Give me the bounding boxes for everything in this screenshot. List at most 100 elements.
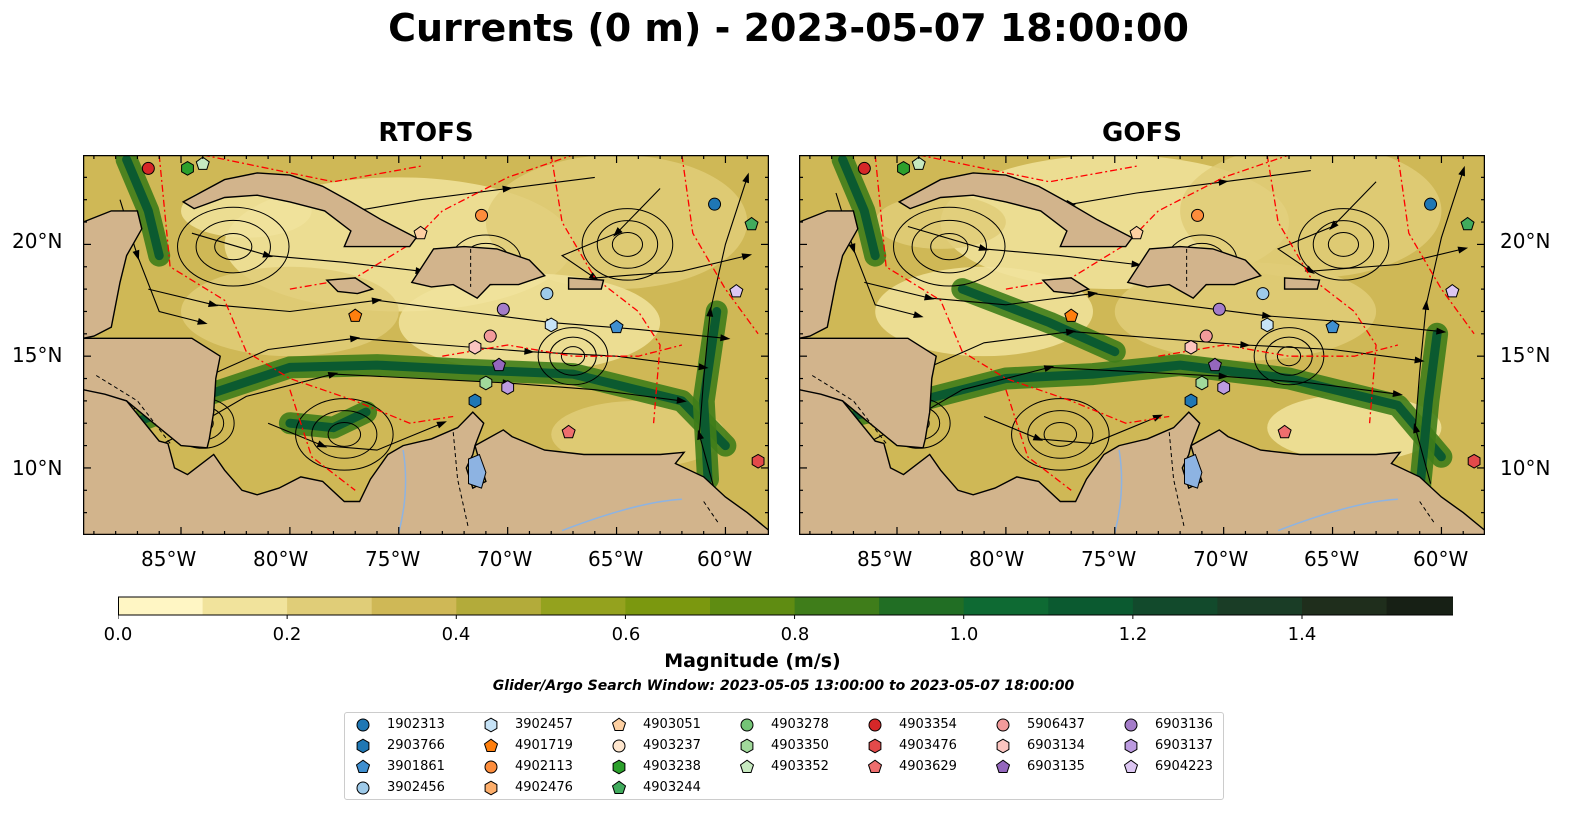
land-cuba bbox=[181, 172, 418, 248]
lon-tick-label: 65°W bbox=[588, 547, 644, 571]
eez-boundary bbox=[874, 155, 1170, 424]
float-marker-4903629 bbox=[1277, 424, 1292, 439]
streamline bbox=[864, 281, 1442, 333]
streamline bbox=[1276, 181, 1464, 272]
eddy-streamline bbox=[177, 206, 290, 287]
float-marker-5906437 bbox=[483, 329, 497, 343]
colorbar-outline bbox=[118, 596, 1453, 616]
colorbar-segment bbox=[456, 597, 542, 615]
map-panel-gofs bbox=[799, 155, 1485, 535]
lon-tick-label: 80°W bbox=[253, 547, 309, 571]
legend-marker-hexagon-icon bbox=[612, 759, 626, 775]
float-marker-3902456 bbox=[540, 287, 554, 301]
colorbar-tick-label: 0.0 bbox=[103, 624, 133, 645]
streamline-arrow bbox=[1087, 290, 1098, 298]
eddy-streamline bbox=[560, 346, 586, 367]
lon-tick-label: 60°W bbox=[697, 547, 753, 571]
legend-label: 6903137 bbox=[1155, 738, 1213, 753]
colorbar-segment bbox=[1302, 597, 1388, 615]
low-speed-area bbox=[1180, 155, 1442, 278]
legend-marker-circle-icon bbox=[996, 718, 1010, 732]
lake-maracaibo bbox=[468, 453, 487, 489]
legend-label: 4901719 bbox=[515, 738, 573, 753]
streamline-arrow bbox=[1414, 356, 1425, 364]
land-central-america bbox=[799, 337, 937, 449]
eddy-streamline bbox=[1027, 410, 1094, 459]
float-marker-4903238 bbox=[181, 161, 194, 176]
streamline-arrow bbox=[697, 429, 704, 441]
eez-boundary bbox=[681, 155, 759, 335]
float-marker-4903051 bbox=[413, 225, 428, 240]
streamline-arrow bbox=[720, 334, 731, 342]
legend-label: 3902457 bbox=[515, 717, 573, 732]
float-marker-6903137 bbox=[1217, 380, 1231, 395]
river bbox=[398, 449, 407, 533]
lon-tick-label: 85°W bbox=[857, 547, 913, 571]
eez-boundary bbox=[1266, 155, 1377, 424]
colorbar-segment bbox=[1386, 597, 1453, 615]
eez-boundary bbox=[158, 155, 454, 424]
legend-marker-hexagon-icon bbox=[1124, 738, 1138, 754]
eddy-streamline bbox=[930, 233, 969, 261]
colorbar-segment bbox=[371, 597, 457, 615]
country-border bbox=[93, 373, 171, 444]
float-marker-4903354 bbox=[141, 161, 155, 175]
streamline bbox=[983, 415, 1159, 444]
float-marker-4901719 bbox=[348, 308, 363, 322]
streamline-arrow bbox=[502, 185, 513, 193]
lon-tick-label: 85°W bbox=[141, 547, 197, 571]
eez-boundary bbox=[1005, 389, 1072, 491]
colorbar-segment bbox=[202, 597, 288, 615]
land-central-america bbox=[83, 337, 221, 449]
streamline-arrow bbox=[316, 440, 328, 448]
legend-label: 4903278 bbox=[771, 717, 829, 732]
streamline-arrow bbox=[742, 172, 749, 184]
country-border bbox=[809, 373, 887, 444]
float-marker-2903766 bbox=[1184, 393, 1198, 409]
legend-marker-pentagon-icon bbox=[611, 780, 627, 794]
land-south-america bbox=[83, 388, 769, 535]
fast-current-core bbox=[100, 360, 730, 451]
colorbar-segment bbox=[118, 597, 204, 615]
legend-label: 4903237 bbox=[643, 738, 701, 753]
legend-marker-circle-icon bbox=[484, 760, 498, 774]
streamline bbox=[560, 188, 748, 279]
land-jamaica bbox=[325, 277, 375, 295]
float-marker-4903350 bbox=[1195, 375, 1209, 391]
streamline-arrow bbox=[613, 227, 623, 237]
float-marker-4903244 bbox=[744, 216, 759, 231]
land-yucatan bbox=[83, 210, 143, 340]
streamline-arrow bbox=[436, 421, 447, 429]
float-marker-6903137 bbox=[501, 380, 515, 395]
eddy-streamline bbox=[195, 219, 271, 274]
legend-label: 4903354 bbox=[899, 717, 957, 732]
colorbar-segment bbox=[1048, 597, 1134, 615]
float-marker-4903476 bbox=[1467, 453, 1481, 469]
streamline-arrow bbox=[1436, 327, 1447, 335]
streamline-arrow bbox=[1458, 165, 1465, 177]
legend-label: 3901861 bbox=[387, 759, 445, 774]
legend-marker-hexagon-icon bbox=[740, 738, 754, 754]
eddy-streamline bbox=[214, 233, 253, 261]
legend-label: 4903476 bbox=[899, 738, 957, 753]
float-marker-4903629 bbox=[561, 424, 576, 439]
legend-label: 4903238 bbox=[643, 759, 701, 774]
fast-current-core bbox=[122, 155, 164, 261]
streamline bbox=[191, 232, 421, 272]
float-marker-3902457 bbox=[1260, 317, 1274, 333]
land-south-america bbox=[799, 388, 1485, 535]
eddy-streamline bbox=[295, 398, 394, 471]
lon-tick-label: 75°W bbox=[365, 547, 421, 571]
streamline-arrow bbox=[1392, 390, 1403, 398]
streamline-arrow bbox=[741, 253, 753, 261]
eddy-streamline bbox=[611, 231, 644, 257]
float-marker-6903135 bbox=[491, 357, 506, 372]
fast-current-core bbox=[699, 307, 722, 484]
legend-marker-circle-icon bbox=[868, 718, 882, 732]
legend-marker-pentagon-icon bbox=[1123, 759, 1139, 773]
colorbar bbox=[118, 596, 1453, 619]
streamline bbox=[1414, 170, 1464, 484]
lat-tick-label: 10°N bbox=[1500, 456, 1551, 480]
river bbox=[1114, 449, 1123, 533]
float-marker-2903766 bbox=[468, 393, 482, 409]
